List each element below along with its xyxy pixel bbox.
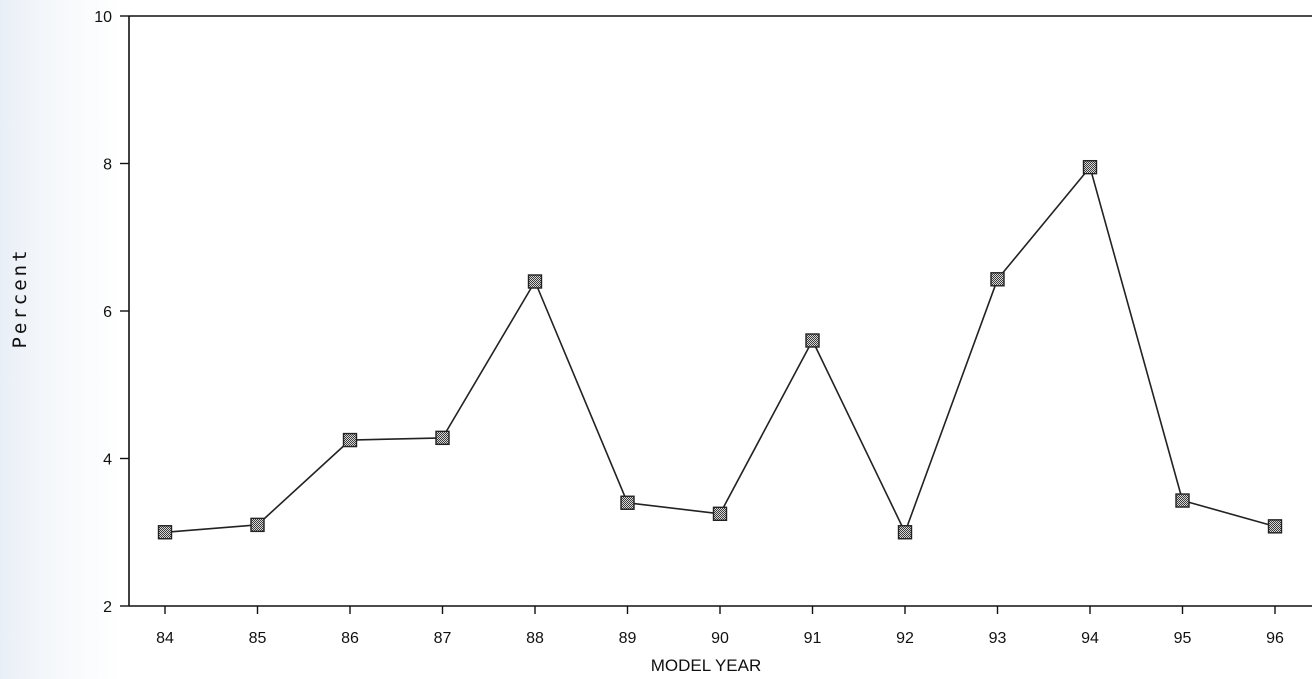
data-point-marker <box>250 517 265 533</box>
x-axis-ticks: 84 85 86 87 88 89 90 91 92 93 94 95 96 <box>156 606 1284 647</box>
y-tick-label: 6 <box>103 304 112 321</box>
series-line <box>164 166 1276 534</box>
data-point-marker <box>342 432 358 448</box>
data-markers <box>157 159 1283 540</box>
x-tick-label: 87 <box>434 630 452 647</box>
data-point-marker <box>527 274 543 289</box>
x-tick-label: 93 <box>989 630 1007 647</box>
y-tick-label: 2 <box>103 599 112 616</box>
x-tick-label: 86 <box>341 630 359 647</box>
x-tick-label: 89 <box>619 630 637 647</box>
y-axis-ticks: 2 4 6 8 10 <box>94 9 129 616</box>
x-tick-label: 88 <box>526 630 544 647</box>
x-tick-label: 84 <box>156 630 174 647</box>
data-point-marker <box>1175 493 1190 508</box>
x-tick-label: 91 <box>804 630 822 647</box>
x-tick-label: 90 <box>711 630 729 647</box>
data-point-marker <box>990 272 1005 287</box>
data-point-marker <box>1082 159 1098 175</box>
x-tick-label: 95 <box>1174 630 1192 647</box>
data-point-marker <box>435 430 450 446</box>
data-point-marker <box>805 333 820 348</box>
x-tick-label: 94 <box>1081 630 1099 647</box>
data-point-marker <box>1267 519 1283 534</box>
x-tick-label: 96 <box>1266 630 1284 647</box>
x-tick-label: 92 <box>896 630 914 647</box>
x-axis-title: MODEL YEAR <box>651 656 762 675</box>
y-axis-title: Percent <box>9 247 31 348</box>
x-tick-label: 85 <box>249 630 267 647</box>
data-point-marker <box>897 525 913 540</box>
data-series <box>164 166 1276 534</box>
data-point-marker <box>712 506 728 522</box>
y-tick-label: 8 <box>103 157 112 174</box>
y-tick-label: 4 <box>103 452 112 469</box>
data-point-marker <box>157 525 173 540</box>
data-point-marker <box>620 495 635 510</box>
y-tick-label: 10 <box>94 9 112 26</box>
